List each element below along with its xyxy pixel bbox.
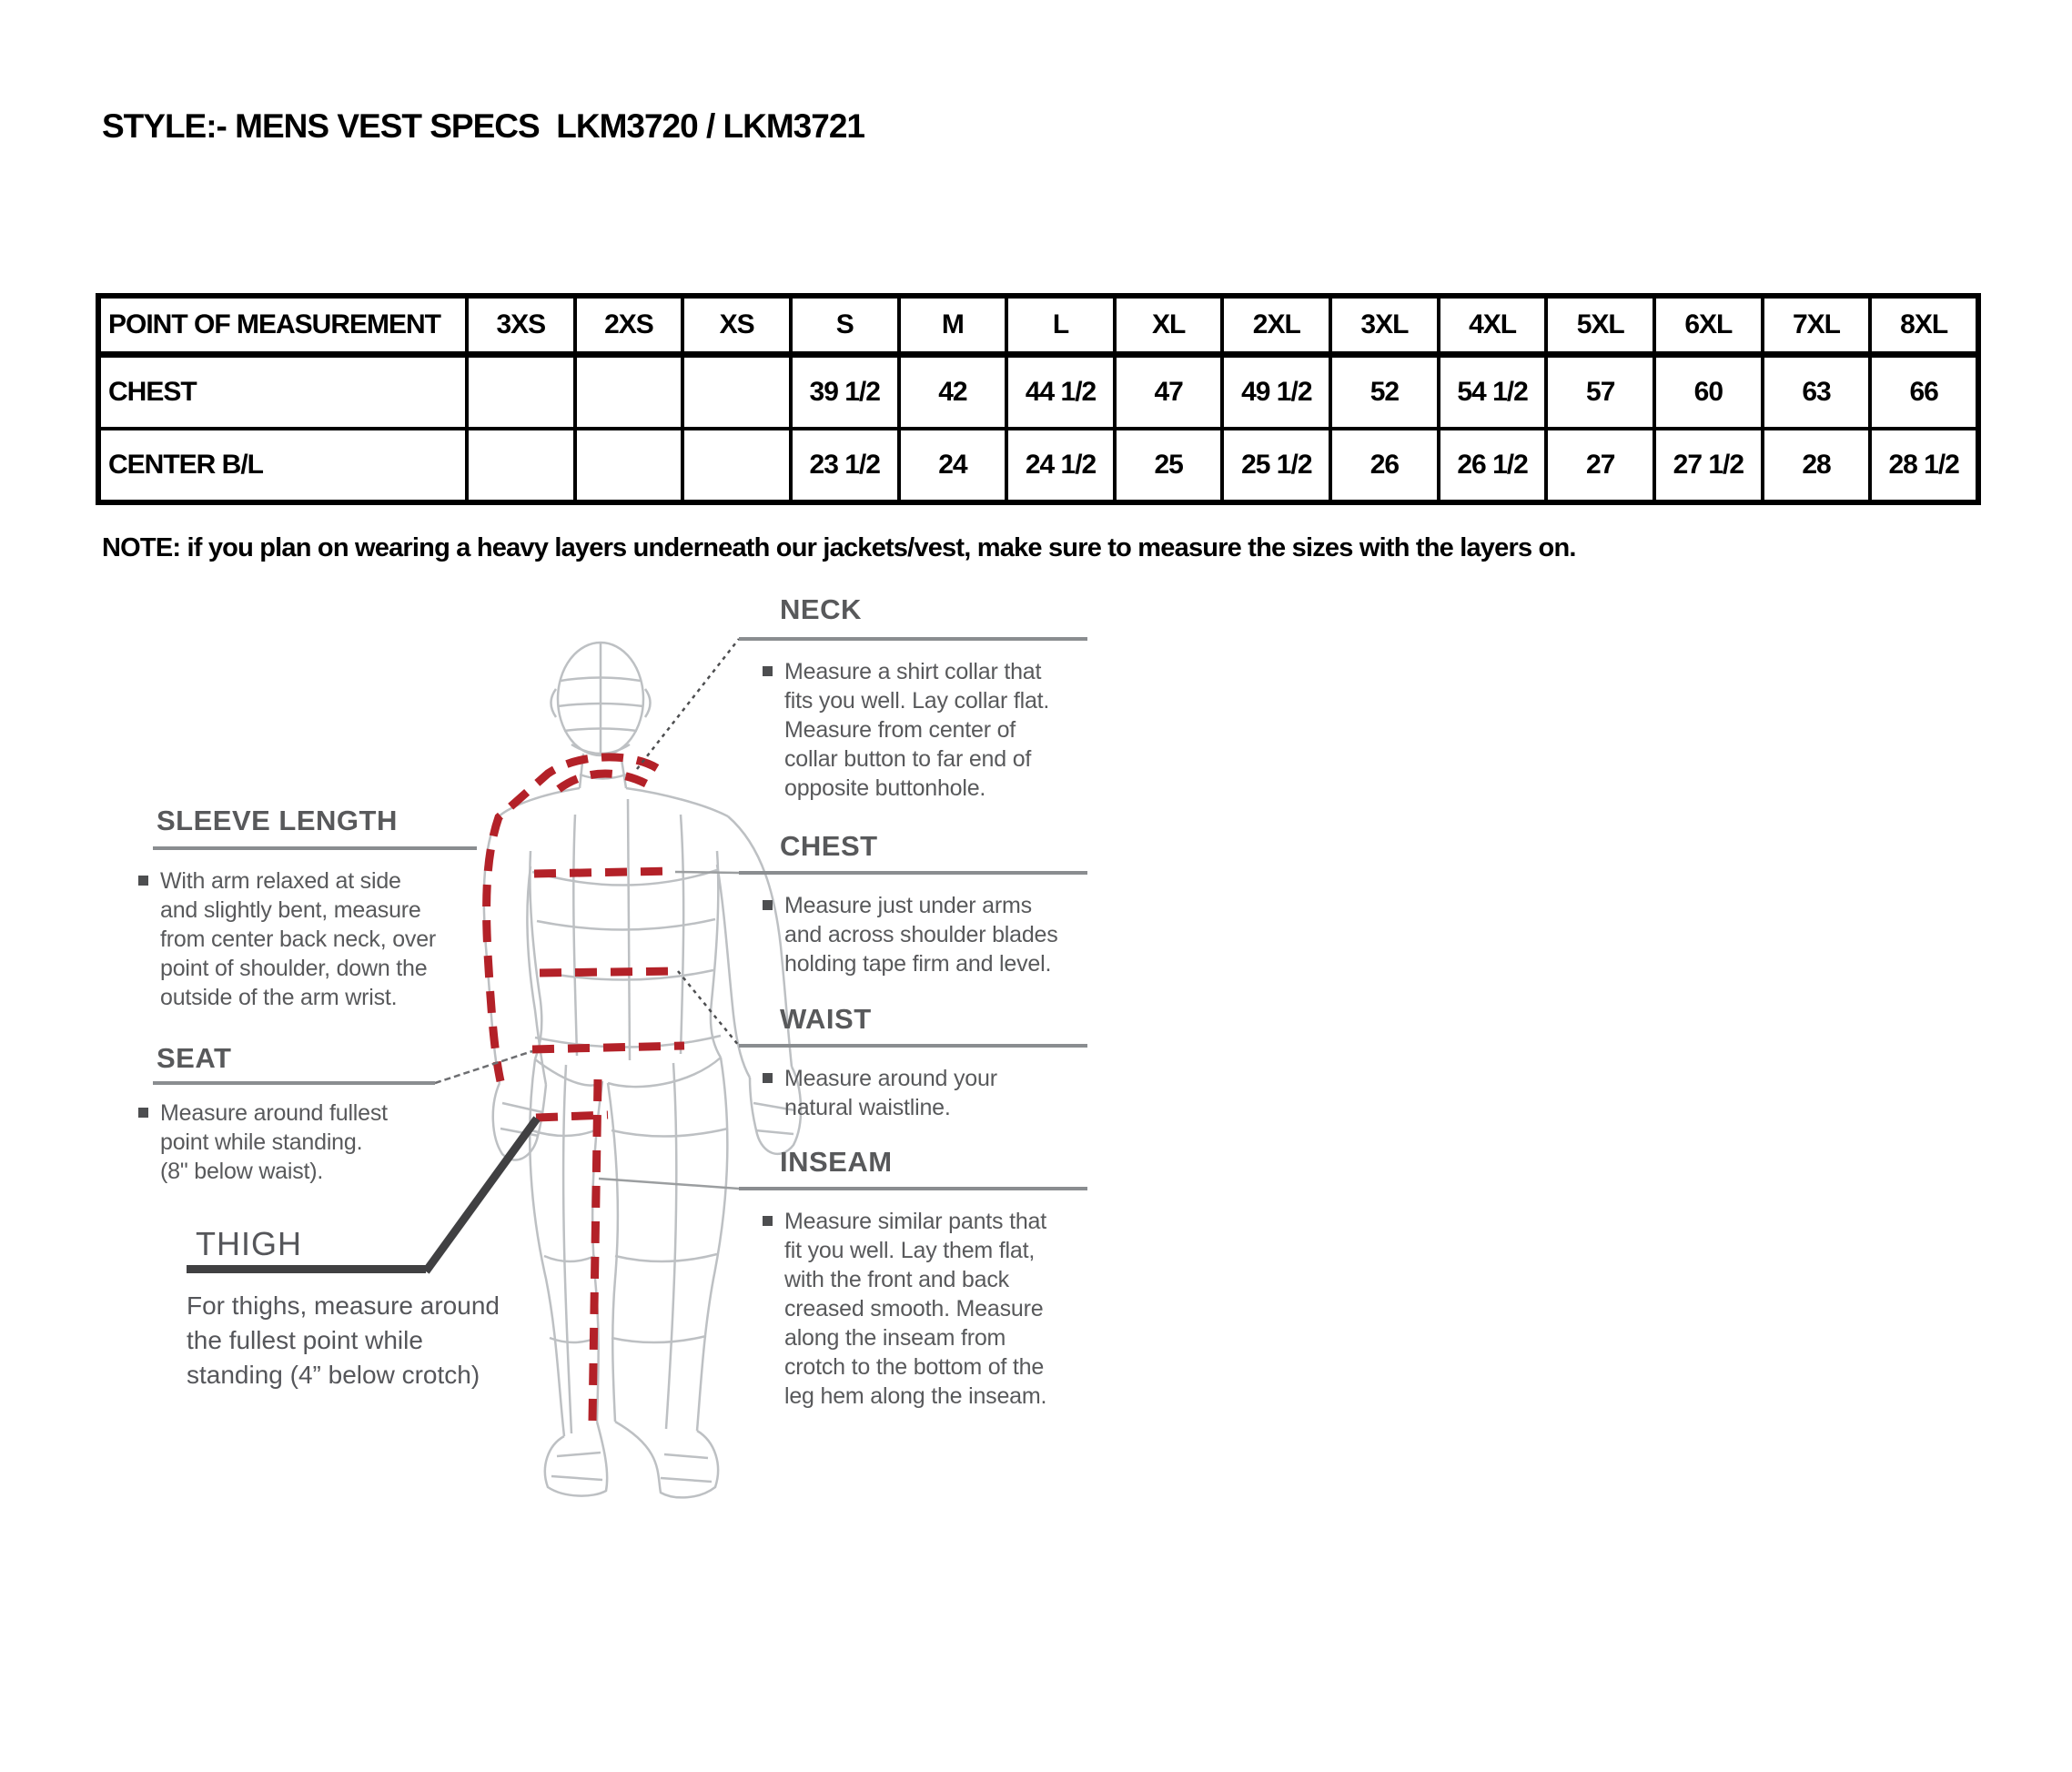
inseam-section-title: INSEAM (780, 1146, 893, 1178)
waist-description: Measure around your natural waistline. (763, 1064, 1117, 1122)
table-header-row: POINT OF MEASUREMENT 3XS 2XS XS S M L XL… (96, 294, 1980, 358)
table-cell: 26 (1329, 427, 1440, 504)
col-header: 2XS (572, 294, 685, 358)
table-cell: 66 (1868, 352, 1980, 430)
table-cell: 24 (896, 427, 1009, 504)
table-cell: 52 (1329, 352, 1440, 430)
col-header: 3XS (465, 294, 577, 358)
table-cell (681, 427, 793, 504)
table-cell: 25 1/2 (1220, 427, 1333, 504)
chest-description: Measure just under arms and across shoul… (763, 891, 1127, 978)
table-cell: 60 (1653, 352, 1764, 430)
waist-connector-line (677, 970, 740, 1047)
inseam-connector-line (598, 1177, 740, 1190)
neck-rule (739, 637, 1087, 641)
table-cell: 39 1/2 (788, 352, 901, 430)
chest-description-text: Measure just under arms and across shoul… (784, 893, 1058, 977)
col-header: 5XL (1544, 294, 1657, 358)
table-cell: 57 (1544, 352, 1657, 430)
sleeve-length-description: With arm relaxed at side and slightly be… (138, 866, 502, 1012)
seat-section-title: SEAT (157, 1042, 232, 1074)
thigh-section-title: THIGH (196, 1225, 302, 1262)
sleeve-collar-dash-line (482, 753, 660, 1082)
neck-description-text: Measure a shirt collar that fits you wel… (784, 659, 1050, 801)
chest-dash-line (533, 866, 676, 878)
thigh-description: For thighs, measure around the fullest p… (187, 1289, 551, 1392)
table-cell: 24 1/2 (1005, 427, 1117, 504)
seat-connector-line (434, 1049, 533, 1085)
col-header: 6XL (1653, 294, 1764, 358)
page-title: STYLE:- MENS VEST SPECS LKM3720 / LKM372… (102, 107, 865, 145)
thigh-dash-line (535, 1110, 609, 1122)
table-cell: 23 1/2 (788, 427, 901, 504)
table-cell (465, 427, 577, 504)
thigh-description-text: For thighs, measure around the fullest p… (187, 1291, 500, 1389)
inseam-dash-line (588, 1078, 602, 1423)
waist-dash-line (539, 967, 679, 977)
sleeve-length-rule (153, 846, 477, 850)
table-cell: 47 (1112, 352, 1225, 430)
neck-section-title: NECK (780, 593, 862, 625)
bullet-icon (138, 1108, 148, 1118)
collar-lower-dash-line (556, 769, 649, 793)
sleeve-length-description-text: With arm relaxed at side and slightly be… (160, 868, 437, 1010)
thigh-rule (187, 1265, 426, 1273)
col-header: 7XL (1760, 294, 1873, 358)
inseam-description-text: Measure similar pants that fit you well.… (784, 1209, 1047, 1409)
table-cell (465, 352, 577, 430)
bullet-icon (138, 876, 148, 886)
seat-rule (153, 1081, 435, 1085)
waist-rule (739, 1044, 1087, 1048)
col-header: L (1005, 294, 1117, 358)
table-cell: 49 1/2 (1220, 352, 1333, 430)
col-header: 3XL (1329, 294, 1440, 358)
chest-section-title: CHEST (780, 830, 878, 862)
bullet-icon (763, 900, 773, 910)
table-cell: 25 (1112, 427, 1225, 504)
col-header: XS (681, 294, 793, 358)
col-header: 2XL (1220, 294, 1333, 358)
size-table: POINT OF MEASUREMENT 3XS 2XS XS S M L XL… (96, 293, 1981, 505)
table-cell: 44 1/2 (1005, 352, 1117, 430)
bullet-icon (763, 1073, 773, 1083)
table-cell: 54 1/2 (1436, 352, 1549, 430)
col-header: XL (1112, 294, 1225, 358)
table-row-chest: CHEST 39 1/2 42 44 1/2 47 49 1/2 52 54 1… (96, 352, 1980, 430)
inseam-description: Measure similar pants that fit you well.… (763, 1207, 1127, 1411)
table-cell: 28 1/2 (1868, 427, 1980, 504)
note-text: NOTE: if you plan on wearing a heavy lay… (102, 533, 1576, 562)
col-header: S (788, 294, 901, 358)
seat-description: Measure around fullest point while stand… (138, 1099, 484, 1186)
col-header: POINT OF MEASUREMENT (96, 294, 469, 358)
seat-description-text: Measure around fullest point while stand… (160, 1100, 388, 1184)
waist-section-title: WAIST (780, 1003, 872, 1035)
table-cell: 27 (1544, 427, 1657, 504)
neck-description: Measure a shirt collar that fits you wel… (763, 657, 1117, 803)
sleeve-length-section-title: SLEEVE LENGTH (157, 805, 398, 836)
table-cell: 27 1/2 (1653, 427, 1764, 504)
neck-connector-line (636, 638, 740, 770)
chest-connector-line (674, 870, 740, 875)
col-header: M (896, 294, 1009, 358)
seat-dash-line (531, 1041, 685, 1054)
bullet-icon (763, 1216, 773, 1226)
waist-description-text: Measure around your natural waistline. (784, 1066, 997, 1120)
table-cell (572, 352, 685, 430)
table-cell (572, 427, 685, 504)
col-header: 8XL (1868, 294, 1980, 358)
inseam-rule (739, 1187, 1087, 1190)
table-cell: 26 1/2 (1436, 427, 1549, 504)
bullet-icon (763, 666, 773, 676)
chest-rule (739, 871, 1087, 875)
table-cell (681, 352, 793, 430)
table-row-center-bl: CENTER B/L 23 1/2 24 24 1/2 25 25 1/2 26… (96, 427, 1980, 504)
table-cell: 28 (1760, 427, 1873, 504)
row-label: CHEST (96, 352, 469, 430)
col-header: 4XL (1436, 294, 1549, 358)
table-cell: 63 (1760, 352, 1873, 430)
row-label: CENTER B/L (96, 427, 469, 504)
table-cell: 42 (896, 352, 1009, 430)
